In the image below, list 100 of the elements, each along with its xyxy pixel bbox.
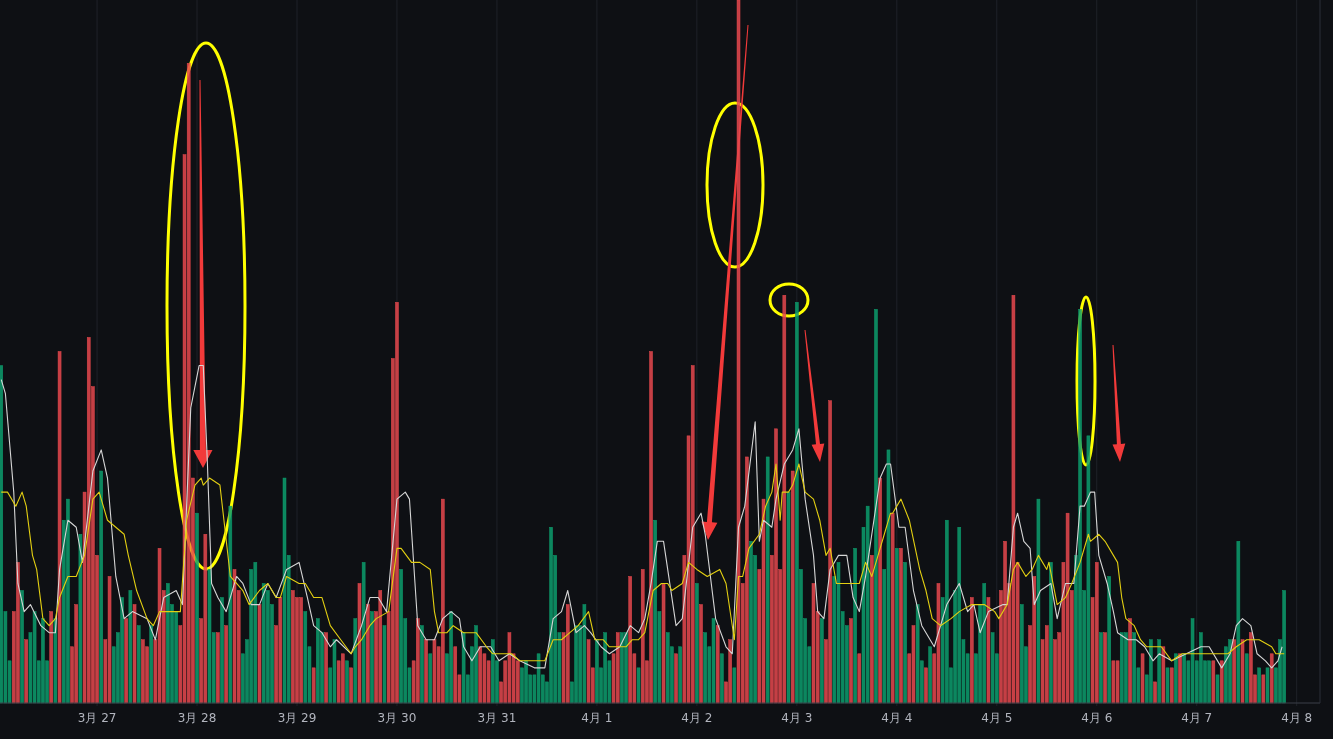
bar (970, 597, 974, 704)
bar (603, 632, 607, 704)
bar (1165, 667, 1170, 704)
bar (1236, 541, 1241, 704)
bar (720, 653, 724, 704)
bar (232, 569, 237, 704)
bar (299, 597, 303, 704)
bar (703, 632, 707, 704)
bar (361, 562, 366, 704)
bar (149, 625, 153, 704)
bar (353, 618, 358, 704)
x-tick-label: 4月 7 (1181, 711, 1213, 725)
bar (86, 337, 91, 704)
bar (1219, 660, 1224, 704)
bar (203, 534, 208, 704)
bar (690, 365, 695, 704)
bar (453, 646, 458, 704)
x-tick-label: 4月 3 (781, 711, 813, 725)
bar (849, 618, 853, 704)
bar (1115, 660, 1120, 704)
bar (107, 576, 112, 704)
bar (345, 660, 349, 704)
bar (786, 491, 791, 704)
bar (303, 611, 308, 704)
bar (1265, 667, 1270, 704)
bar (24, 639, 28, 704)
bar (1207, 660, 1211, 704)
bar (474, 625, 478, 704)
bar (620, 632, 624, 704)
bar (432, 639, 437, 704)
bar (636, 667, 641, 704)
bar (157, 548, 162, 704)
bar (1094, 562, 1099, 704)
bar (136, 625, 141, 704)
bar (1240, 639, 1245, 704)
bar (1119, 632, 1124, 704)
bar (216, 632, 220, 704)
bar (66, 498, 70, 704)
bar (865, 505, 870, 704)
bar (1078, 309, 1082, 704)
bar (582, 604, 587, 704)
bar (99, 470, 103, 704)
x-tick-label: 4月 6 (1081, 711, 1113, 725)
bar (349, 667, 353, 704)
bar (282, 477, 287, 704)
bar (78, 534, 83, 704)
bar (1169, 667, 1174, 704)
bar (1086, 435, 1091, 704)
bar (874, 309, 878, 704)
bar (32, 611, 37, 704)
bar (1003, 541, 1007, 704)
bar (870, 555, 874, 704)
bar (332, 639, 337, 704)
bar (828, 400, 832, 704)
bar (461, 632, 466, 704)
bar (1211, 660, 1216, 704)
bar (549, 527, 553, 704)
bar (936, 583, 941, 704)
bar (1149, 639, 1153, 704)
bar (1261, 674, 1266, 704)
bar (1232, 639, 1236, 704)
bar (524, 660, 528, 704)
bar (378, 590, 383, 704)
x-tick-label: 4月 5 (981, 711, 1013, 725)
x-tick-label: 4月 2 (681, 711, 713, 725)
bar (615, 632, 620, 704)
bar (491, 639, 495, 704)
bar (586, 639, 591, 704)
bar (357, 583, 362, 704)
x-tick-label: 4月 1 (581, 711, 613, 725)
bar (1199, 632, 1203, 704)
bar (765, 456, 770, 704)
x-tick-label: 4月 4 (881, 711, 913, 725)
bar (53, 618, 58, 704)
bar (424, 639, 428, 704)
bar (186, 63, 191, 704)
bar (736, 0, 741, 704)
bar (261, 583, 266, 704)
bar (195, 512, 199, 704)
bar (253, 562, 258, 704)
bar (141, 639, 145, 704)
bar (382, 625, 387, 704)
bar (420, 625, 424, 704)
bar (903, 562, 907, 704)
bar (311, 667, 316, 704)
bar (595, 639, 599, 704)
bar (366, 604, 370, 704)
bar (1111, 660, 1116, 704)
bar (1032, 576, 1037, 704)
bar (820, 618, 824, 704)
bar (986, 597, 991, 704)
bar (428, 653, 433, 704)
bar (1269, 653, 1274, 704)
bar (990, 632, 995, 704)
bar (811, 583, 816, 704)
bar (1049, 562, 1053, 704)
bar (1282, 590, 1286, 704)
bar (1107, 576, 1111, 704)
bar (761, 498, 766, 704)
bar (857, 653, 862, 704)
